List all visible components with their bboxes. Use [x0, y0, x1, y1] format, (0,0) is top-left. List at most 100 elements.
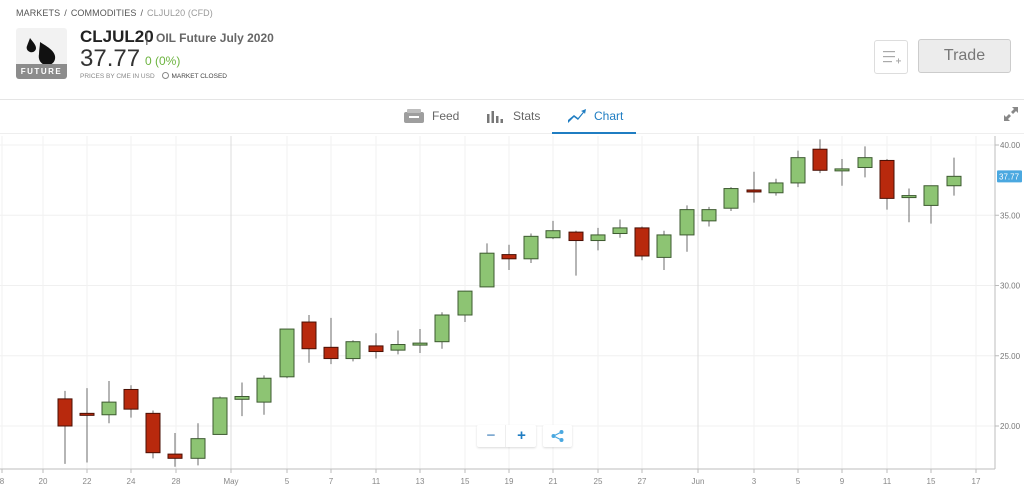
price-meta: PRICES BY CME IN USD MARKET CLOSED	[80, 72, 227, 80]
candle-body-down	[568, 231, 584, 242]
x-tick-label: 5	[796, 477, 801, 486]
symbol-separator: |	[145, 29, 149, 45]
candle[interactable]	[545, 220, 561, 240]
candle-body-up	[279, 328, 295, 378]
x-tick-label: 17	[972, 477, 981, 486]
candle[interactable]	[568, 230, 584, 276]
share-icon	[551, 430, 564, 442]
x-tick-label: 24	[127, 477, 136, 486]
candle-body-up	[523, 235, 539, 260]
breadcrumb-commodities[interactable]: COMMODITIES	[70, 8, 137, 18]
candle[interactable]	[857, 146, 873, 178]
candle[interactable]	[101, 381, 117, 424]
x-tick-label: 27	[638, 477, 647, 486]
candle[interactable]	[434, 312, 450, 349]
candle-body-down	[501, 254, 517, 260]
candle[interactable]	[479, 243, 495, 288]
candle[interactable]	[768, 178, 784, 196]
candle[interactable]	[590, 227, 606, 251]
last-price-tag	[997, 170, 1022, 183]
candle[interactable]	[123, 385, 139, 418]
candle[interactable]	[879, 159, 895, 210]
oil-drops-icon	[26, 38, 56, 66]
candle-body-down	[634, 227, 650, 257]
candle[interactable]	[679, 205, 695, 252]
breadcrumb: MARKETS / COMMODITIES / CLJUL20 (CFD)	[16, 8, 213, 18]
candle[interactable]	[368, 333, 384, 359]
market-status-label: MARKET CLOSED	[171, 73, 227, 80]
price-source: PRICES BY CME IN USD	[80, 73, 155, 80]
tab-bar: Feed Stats Chart	[0, 100, 1024, 134]
candle[interactable]	[167, 433, 183, 467]
candle[interactable]	[501, 244, 517, 271]
candle[interactable]	[79, 388, 95, 463]
candlestick-chart[interactable]: 8 20 22 24 28 May 5 7 11 13 15 19 21 25 27 Jun 3 5 9 11 15 17…	[0, 134, 1024, 491]
candle[interactable]	[901, 188, 917, 223]
x-tick-label: 22	[83, 477, 92, 486]
candle[interactable]	[834, 159, 850, 186]
x-tick-label: 19	[505, 477, 514, 486]
x-tick-label: 13	[416, 477, 425, 486]
y-tick-label: 40.00	[1000, 141, 1021, 150]
candle-body-down	[323, 346, 339, 360]
candle[interactable]	[923, 185, 939, 224]
candle[interactable]	[212, 396, 228, 435]
candle[interactable]	[57, 390, 73, 464]
share-button[interactable]	[543, 425, 572, 447]
candle-body-down	[167, 453, 183, 459]
stats-icon	[487, 111, 503, 123]
current-price: 37.77	[80, 45, 141, 72]
y-tick-label: 35.00	[1000, 211, 1021, 220]
candle[interactable]	[301, 315, 317, 363]
candle[interactable]	[946, 157, 962, 196]
chart-icon	[568, 109, 586, 123]
x-tick-label: 3	[752, 477, 757, 486]
candle[interactable]	[190, 423, 206, 466]
y-tick-label: 20.00	[1000, 422, 1021, 431]
candle[interactable]	[412, 329, 428, 353]
candle[interactable]	[701, 206, 717, 227]
trade-button[interactable]: Trade	[918, 39, 1011, 73]
candle[interactable]	[523, 233, 539, 264]
zoom-out-button[interactable]: −	[477, 425, 506, 447]
candle[interactable]	[234, 382, 250, 417]
candle-body-up	[390, 344, 406, 351]
candle-body-down	[301, 321, 317, 350]
candle-body-up	[256, 377, 272, 403]
x-tick-label: 21	[549, 477, 558, 486]
expand-icon[interactable]	[1004, 107, 1018, 121]
candle[interactable]	[746, 171, 762, 203]
y-tick-label: 30.00	[1000, 282, 1021, 291]
add-to-watchlist-button[interactable]	[874, 40, 908, 74]
candle[interactable]	[256, 375, 272, 415]
candle[interactable]	[723, 187, 739, 212]
tab-stats[interactable]: Stats	[486, 100, 546, 133]
candle[interactable]	[323, 317, 339, 365]
candle-body-up	[656, 234, 672, 258]
x-tick-label: 15	[461, 477, 470, 486]
instrument-name: OIL Future July 2020	[156, 31, 274, 45]
candle-body-up	[101, 401, 117, 416]
candle-body-down	[123, 388, 139, 410]
candle[interactable]	[656, 230, 672, 271]
candle[interactable]	[612, 219, 628, 238]
candle[interactable]	[390, 330, 406, 355]
tab-feed[interactable]: Feed	[404, 100, 464, 133]
candle[interactable]	[634, 226, 650, 261]
candle[interactable]	[790, 150, 806, 188]
candle-body-up	[612, 227, 628, 235]
tab-feed-label: Feed	[432, 109, 460, 123]
candle-body-up	[923, 185, 939, 206]
x-tick-label: 9	[840, 477, 845, 486]
candle[interactable]	[345, 340, 361, 362]
candle[interactable]	[279, 328, 295, 379]
candle[interactable]	[812, 139, 828, 174]
candle-body-down	[746, 189, 762, 193]
candle[interactable]	[457, 290, 473, 323]
tab-chart[interactable]: Chart	[552, 100, 636, 134]
zoom-in-button[interactable]: +	[517, 427, 526, 444]
breadcrumb-markets[interactable]: MARKETS	[16, 8, 61, 18]
x-tick-label: 25	[594, 477, 603, 486]
candle[interactable]	[145, 410, 161, 459]
candle-body-up	[234, 395, 250, 400]
